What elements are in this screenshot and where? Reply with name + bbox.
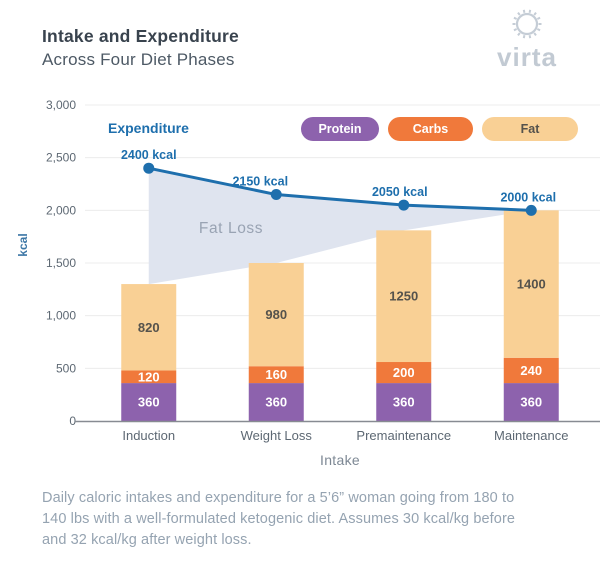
- legend-pill-carbs: Carbs: [388, 117, 473, 141]
- bar-segment-carbs: [503, 357, 559, 384]
- expenditure-point: [270, 189, 282, 201]
- sun-spike: [513, 16, 518, 20]
- y-tick-label: 1,000: [46, 309, 76, 323]
- virta-wordmark: virta: [497, 42, 557, 72]
- segment-value-label: 160: [265, 367, 287, 382]
- expenditure-value-label: 2000 kcal: [500, 190, 556, 204]
- segment-value-label: 240: [520, 363, 542, 378]
- chart-caption: Daily caloric intakes and expenditure fo…: [42, 488, 587, 551]
- virta-sun-icon: [512, 9, 542, 39]
- bar-segment-fat: [121, 284, 177, 371]
- sun-spike: [522, 9, 526, 14]
- expenditure-point: [525, 204, 537, 216]
- bar-segment-carbs: [376, 362, 432, 384]
- y-axis-title: kcal: [16, 233, 30, 256]
- expenditure-value-label: 2150 kcal: [232, 175, 288, 189]
- segment-value-label: 360: [393, 395, 415, 410]
- bar-segment-fat: [376, 230, 432, 363]
- bar-segment-carbs: [248, 366, 304, 384]
- y-tick-label: 1,500: [46, 256, 76, 270]
- caption-line: 140 lbs with a well-formulated ketogenic…: [42, 511, 516, 528]
- expenditure-point: [143, 162, 155, 174]
- bar-segment-protein: [376, 383, 432, 421]
- caption-line: Daily caloric intakes and expenditure fo…: [42, 490, 515, 506]
- x-axis-title: Intake: [320, 452, 360, 468]
- bar-segment-fat: [503, 210, 559, 358]
- bar-segment-carbs: [121, 370, 177, 384]
- sun-spike: [536, 16, 541, 20]
- y-tick-label: 2,000: [46, 203, 76, 217]
- segment-value-label: 980: [265, 307, 287, 322]
- x-category-label: Premaintenance: [356, 428, 451, 443]
- bar-segment-protein: [503, 383, 559, 421]
- page-subtitle: Across Four Diet Phases: [42, 50, 235, 69]
- sun-spike: [533, 12, 537, 16]
- sun-spike: [517, 32, 521, 36]
- expenditure-value-label: 2400 kcal: [121, 148, 177, 162]
- segment-value-label: 360: [520, 395, 542, 410]
- sun-spike: [533, 32, 537, 36]
- legend-pill-protein: Protein: [301, 117, 379, 141]
- bar-segment-protein: [121, 383, 177, 421]
- bar-segment-protein: [248, 383, 304, 421]
- segment-value-label: 1250: [389, 289, 418, 304]
- legend-pill-fat: Fat: [482, 117, 578, 141]
- segment-value-label: 1400: [517, 277, 546, 292]
- segment-value-label: 200: [393, 365, 415, 380]
- sun-spike: [513, 28, 518, 32]
- fat-loss-area-label: Fat Loss: [198, 220, 264, 237]
- expenditure-point: [398, 199, 410, 211]
- x-category-label: Induction: [122, 428, 175, 443]
- caption-line: and 32 kcal/kg after weight loss.: [42, 532, 252, 549]
- chart-legend: Protein Carbs Fat: [301, 117, 578, 141]
- y-tick-label: 2,500: [46, 151, 76, 165]
- chart-canvas: 0 500 1,000 1,500 2,000 2,500 3,000 360 120 820 In…: [16, 98, 600, 443]
- x-category-label: Weight Loss: [241, 428, 313, 443]
- segment-value-label: 360: [265, 395, 287, 410]
- sun-spike: [522, 34, 526, 39]
- segment-value-label: 360: [138, 395, 160, 410]
- x-category-label: Maintenance: [494, 428, 568, 443]
- segment-value-label: 820: [138, 320, 160, 335]
- y-tick-label: 0: [69, 414, 76, 428]
- segment-value-label: 120: [138, 369, 160, 384]
- sun-spike: [517, 12, 521, 16]
- virta-logo: virta: [472, 6, 582, 70]
- sun-spike: [536, 28, 541, 32]
- bar-segment-fat: [248, 263, 304, 367]
- expenditure-line: [147, 166, 533, 212]
- fat-loss-area: [148, 168, 532, 285]
- sun-spike: [528, 34, 532, 39]
- expenditure-value-label: 2050 kcal: [372, 185, 428, 199]
- expenditure-series-label: Expenditure: [108, 120, 189, 136]
- sun-spike: [528, 9, 532, 14]
- y-tick-label: 3,000: [46, 98, 76, 112]
- page-title: Intake and Expenditure: [42, 26, 239, 46]
- y-tick-label: 500: [56, 361, 76, 375]
